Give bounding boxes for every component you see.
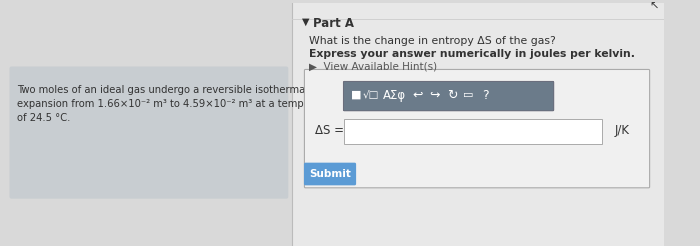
Text: ■: ■ <box>351 90 361 100</box>
FancyBboxPatch shape <box>304 69 650 188</box>
Text: ΔS =: ΔS = <box>315 124 344 137</box>
FancyBboxPatch shape <box>344 119 602 144</box>
Text: J/K: J/K <box>615 124 629 137</box>
Text: What is the change in entropy ΔS of the gas?: What is the change in entropy ΔS of the … <box>309 36 556 46</box>
Text: Submit: Submit <box>309 169 351 179</box>
Text: ΑΣφ: ΑΣφ <box>383 89 406 102</box>
Text: ▶  View Available Hint(s): ▶ View Available Hint(s) <box>309 62 438 72</box>
Text: ↻: ↻ <box>447 89 457 102</box>
Text: ↖: ↖ <box>650 1 659 11</box>
FancyBboxPatch shape <box>292 3 664 246</box>
Text: ?: ? <box>482 89 489 102</box>
Text: ↩: ↩ <box>412 89 423 102</box>
Text: Two moles of an ideal gas undergo a reversible isothermal: Two moles of an ideal gas undergo a reve… <box>17 85 308 95</box>
FancyBboxPatch shape <box>10 66 288 199</box>
Text: Part A: Part A <box>313 17 354 30</box>
Text: ↪: ↪ <box>430 89 440 102</box>
FancyBboxPatch shape <box>304 163 356 185</box>
Text: ▼: ▼ <box>302 17 309 27</box>
FancyBboxPatch shape <box>343 81 554 111</box>
Text: ▭: ▭ <box>463 90 473 100</box>
Text: Express your answer numerically in joules per kelvin.: Express your answer numerically in joule… <box>309 49 635 59</box>
Text: of 24.5 °C.: of 24.5 °C. <box>17 113 71 123</box>
Text: expansion from 1.66×10⁻² m³ to 4.59×10⁻² m³ at a temperature: expansion from 1.66×10⁻² m³ to 4.59×10⁻²… <box>17 99 340 109</box>
Text: √□: √□ <box>363 90 379 100</box>
